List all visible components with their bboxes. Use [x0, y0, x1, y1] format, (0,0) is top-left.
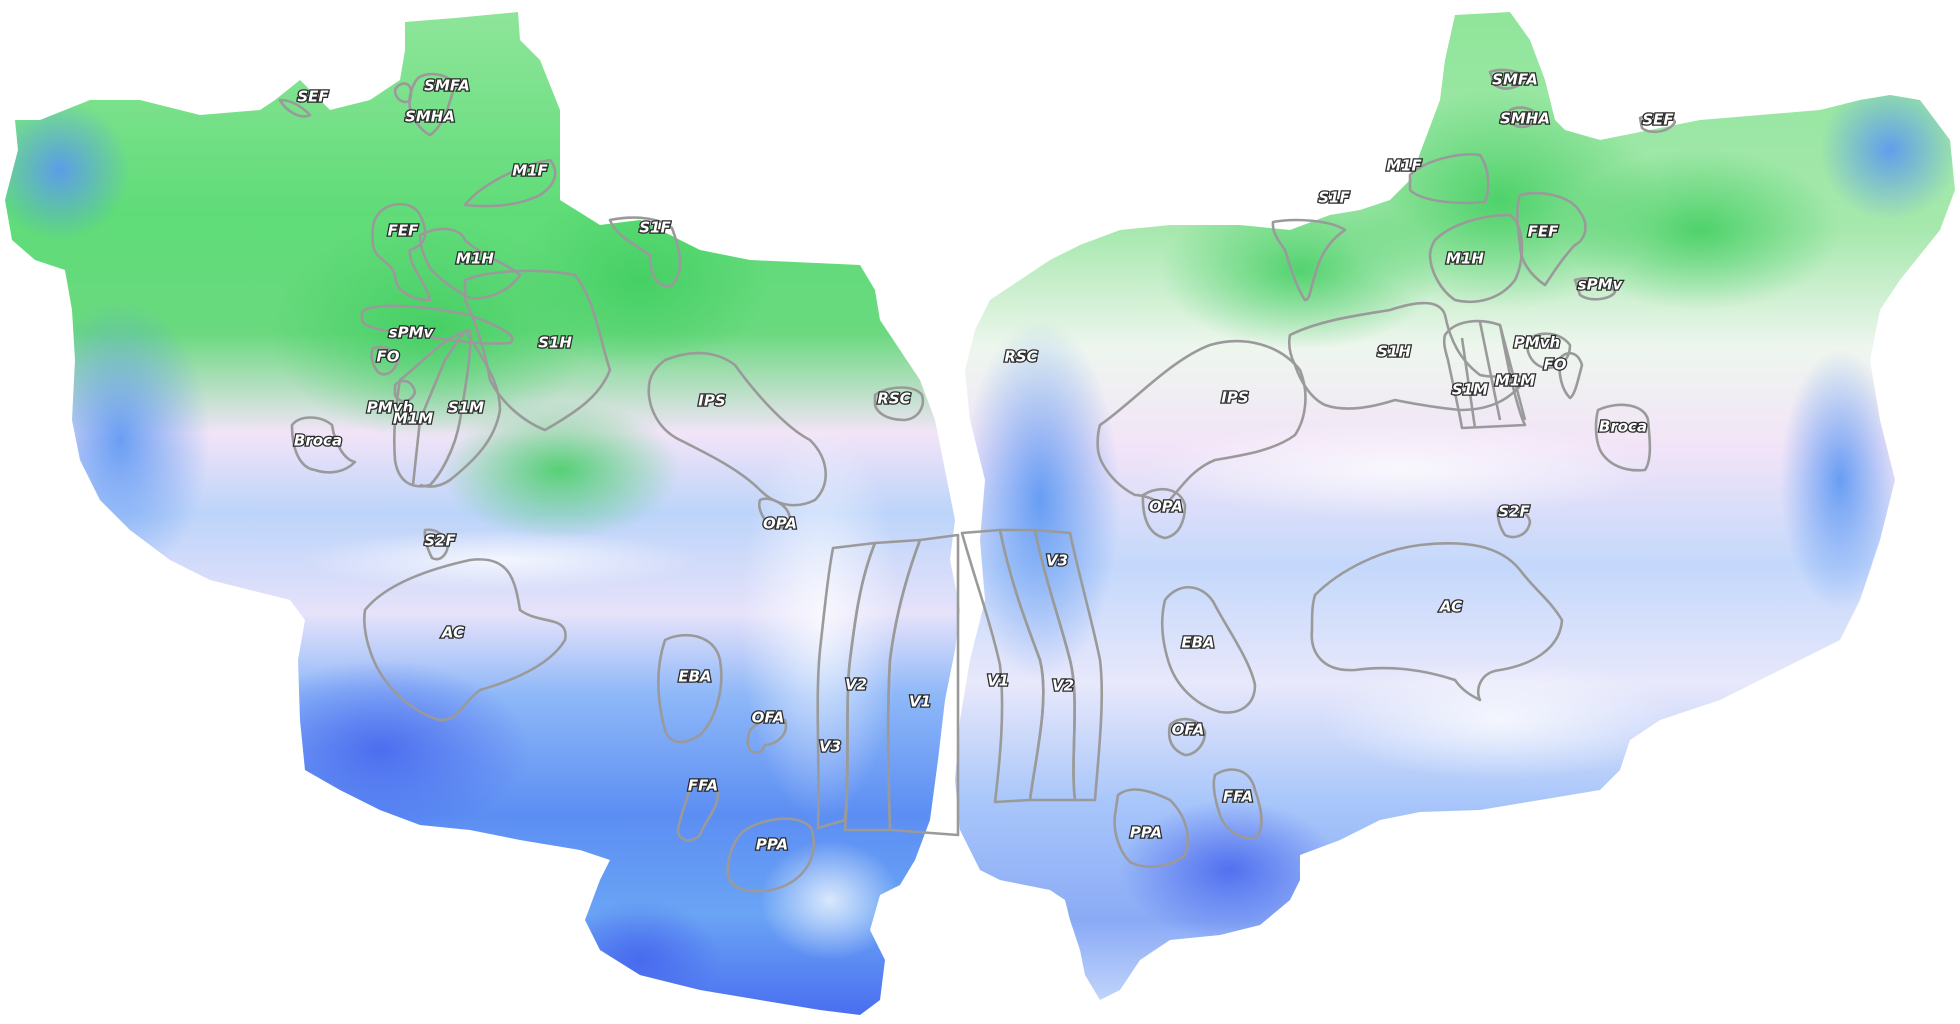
right-label-ppa: PPA — [1130, 824, 1162, 842]
right-label-s2f: S2F — [1498, 503, 1530, 521]
left-label-ofa: OFA — [752, 709, 785, 727]
left-label-sef: SEF — [297, 88, 329, 106]
right-label-eba: EBA — [1181, 634, 1214, 652]
left-label-s1m: S1M — [448, 399, 484, 417]
right-label-ips: IPS — [1221, 389, 1248, 407]
left-label-spmv: sPMv — [389, 324, 435, 342]
left-label-smha: SMHA — [405, 108, 455, 126]
right-label-fef: FEF — [1528, 223, 1559, 241]
left-label-m1f: M1F — [512, 162, 548, 180]
left-label-eba: EBA — [678, 668, 711, 686]
left-label-ppa: PPA — [756, 836, 788, 854]
right-label-ffa: FFA — [1223, 788, 1253, 806]
left-hemisphere — [5, 12, 960, 1015]
left-label-fef: FEF — [388, 222, 419, 240]
left-label-m1h: M1H — [456, 250, 494, 268]
right-label-fo: FO — [1544, 356, 1567, 374]
right-label-rsc: RSC — [1004, 348, 1037, 366]
right-hemisphere — [955, 12, 1955, 1000]
right-roi-outlines — [960, 68, 1677, 869]
right-label-spmv: sPMv — [1578, 276, 1624, 294]
right-label-v3: V3 — [1046, 552, 1068, 570]
left-roi-labels: SEF SMFA SMHA M1F S1F FEF M1H sPMv FO S1… — [293, 75, 933, 855]
left-label-opa: OPA — [763, 515, 797, 533]
right-roi-labels: SMFA SMHA SEF M1F S1F FEF M1H sPMv PMvh … — [986, 69, 1676, 843]
right-label-v2: V2 — [1052, 677, 1074, 695]
left-label-s1h: S1H — [538, 334, 572, 352]
left-label-s2f: S2F — [424, 532, 456, 550]
right-label-m1h: M1H — [1446, 250, 1484, 268]
right-label-v1: V1 — [987, 672, 1009, 690]
right-label-m1f: M1F — [1386, 157, 1422, 175]
right-label-smfa: SMFA — [1492, 71, 1538, 89]
right-label-opa: OPA — [1149, 498, 1183, 516]
left-label-pmvh: PMvh — [367, 399, 413, 417]
right-label-ac: AC — [1439, 598, 1462, 616]
right-label-pmvh: PMvh — [1514, 334, 1560, 352]
left-label-fo: FO — [377, 348, 400, 366]
left-label-s1f: S1F — [639, 219, 671, 237]
right-label-sef: SEF — [1642, 111, 1674, 129]
left-label-v1: V1 — [909, 693, 931, 711]
right-label-ofa: OFA — [1172, 721, 1205, 739]
left-label-v3: V3 — [819, 738, 841, 756]
left-label-smfa: SMFA — [424, 77, 470, 95]
right-label-s1h: S1H — [1377, 343, 1411, 361]
left-roi-outlines — [278, 72, 960, 893]
right-label-broca: Broca — [1599, 418, 1647, 436]
left-label-rsc: RSC — [877, 390, 910, 408]
right-label-m1m: M1M — [1495, 372, 1535, 390]
right-label-s1f: S1F — [1318, 189, 1350, 207]
right-label-smha: SMHA — [1500, 110, 1550, 128]
left-label-broca: Broca — [294, 432, 342, 450]
right-label-s1m: S1M — [1452, 381, 1488, 399]
left-label-m1m: M1M — [393, 410, 433, 428]
left-label-ips: IPS — [698, 392, 725, 410]
left-label-v2: V2 — [845, 676, 867, 694]
left-label-ac: AC — [441, 624, 464, 642]
left-label-ffa: FFA — [688, 777, 718, 795]
